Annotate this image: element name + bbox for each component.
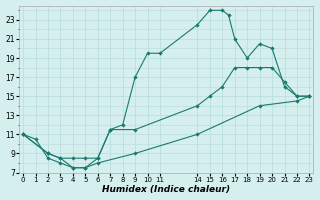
X-axis label: Humidex (Indice chaleur): Humidex (Indice chaleur) (102, 185, 230, 194)
